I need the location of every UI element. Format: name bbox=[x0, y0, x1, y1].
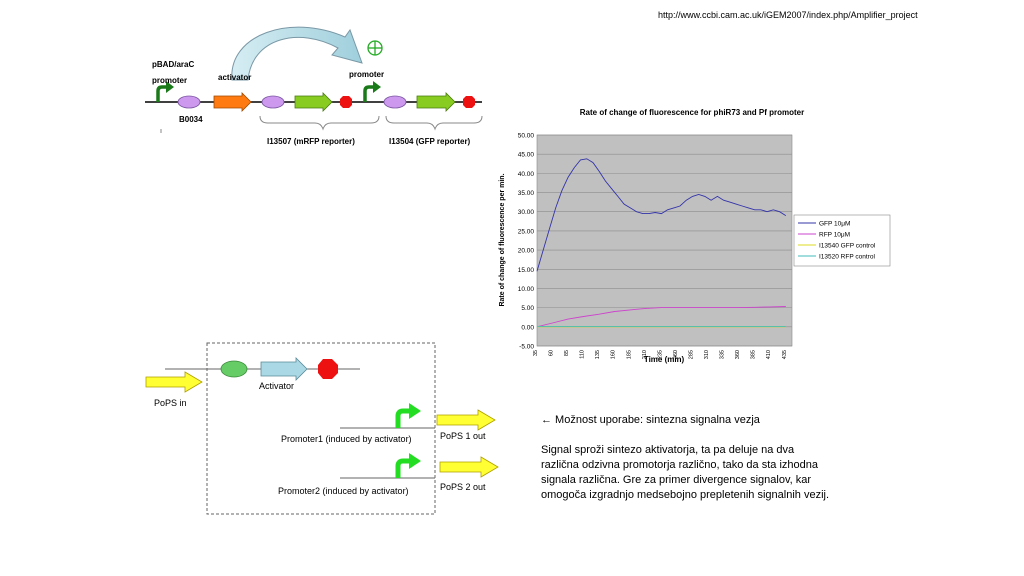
x-tick-1: 60 bbox=[549, 350, 555, 356]
y-tick-7: 15.00 bbox=[518, 267, 535, 274]
y-tick-1: 45.00 bbox=[518, 152, 535, 159]
activation-curved-arrow bbox=[231, 26, 363, 81]
plot-area bbox=[536, 134, 793, 347]
rbs-icon-2 bbox=[383, 95, 407, 109]
x-tick-9: 260 bbox=[673, 350, 679, 359]
y-tick-3: 35.00 bbox=[518, 190, 535, 197]
x-tick-15: 410 bbox=[766, 350, 772, 359]
x-axis-label: Time (min) bbox=[644, 355, 685, 364]
i13507-label: I13507 (mRFP reporter) bbox=[267, 137, 355, 146]
y-tick-10: 0.00 bbox=[521, 324, 534, 331]
rbs-icon bbox=[220, 360, 248, 378]
pops1-out-arrow-icon bbox=[436, 409, 496, 431]
x-tick-13: 360 bbox=[735, 350, 741, 359]
x-tick-12: 335 bbox=[720, 350, 726, 359]
series-line-0 bbox=[536, 158, 787, 272]
fluorescence-chart: Rate of change of fluorescence for phiR7… bbox=[499, 108, 891, 364]
b0034-rbs-icon bbox=[177, 95, 201, 109]
promoter-icon bbox=[363, 81, 381, 102]
mrfp-gene-icon bbox=[294, 92, 333, 112]
legend-label-0: GFP 10μM bbox=[819, 221, 850, 228]
y-tick-2: 40.00 bbox=[518, 171, 535, 178]
i13504-brace bbox=[385, 115, 483, 131]
i13507-brace bbox=[259, 115, 380, 131]
y-tick-8: 10.00 bbox=[518, 286, 535, 293]
promoter1-icon bbox=[395, 403, 421, 428]
promoter2-icon bbox=[395, 453, 421, 478]
y-tick-5: 25.00 bbox=[518, 228, 535, 235]
pops-in-arrow-icon bbox=[145, 371, 203, 393]
promoter-label: promoter bbox=[349, 70, 385, 79]
pbad-label-1: pBAD/araC bbox=[152, 60, 195, 69]
device-boundary bbox=[206, 342, 436, 515]
i13504-label: I13504 (GFP reporter) bbox=[389, 137, 471, 146]
terminator-icon bbox=[318, 359, 338, 379]
promoter2-label: Promoter2 (induced by activator) bbox=[278, 486, 409, 496]
x-tick-6: 185 bbox=[626, 350, 632, 359]
x-tick-7: 210 bbox=[642, 350, 648, 359]
x-tick-8: 235 bbox=[657, 350, 663, 359]
x-tick-10: 285 bbox=[688, 350, 694, 359]
series-line-1 bbox=[536, 306, 786, 328]
legend-label-2: I13540 GFP control bbox=[819, 243, 876, 250]
top-circuit-diagram bbox=[145, 26, 483, 133]
x-tick-3: 110 bbox=[580, 350, 586, 359]
x-tick-4: 135 bbox=[595, 350, 601, 359]
activator-label: activator bbox=[218, 73, 252, 82]
legend-label-3: I13520 RFP control bbox=[819, 254, 875, 261]
pops-in-label: PoPS in bbox=[154, 398, 187, 408]
y-tick-11: -5.00 bbox=[519, 344, 534, 351]
y-tick-6: 20.00 bbox=[518, 248, 535, 255]
terminator-icon bbox=[340, 96, 352, 108]
pops2-out-arrow-icon bbox=[439, 456, 499, 478]
bottom-circuit-diagram bbox=[145, 342, 499, 515]
note-body: Signal sproži sintezo aktivatorja, ta pa… bbox=[541, 444, 830, 501]
pbad-promoter-icon bbox=[156, 81, 174, 102]
activator-label-2: Activator bbox=[259, 381, 295, 391]
pbad-label-2: promoter bbox=[152, 76, 188, 85]
note-heading: ← Možnost uporabe: sintezna signalna vez… bbox=[541, 414, 760, 426]
legend-label-1: RFP 10μM bbox=[819, 232, 850, 239]
x-tick-labels: 35 60 85 110 135 160 185 210 235 260 285 310 335 360 3… bbox=[533, 350, 788, 359]
gfp-gene-icon bbox=[416, 92, 456, 112]
series-lines bbox=[536, 158, 787, 328]
y-tick-labels: 50.00 45.00 40.00 35.00 30.00 25.00 20.00 15.00… bbox=[518, 133, 535, 351]
source-url: http://www.ccbi.cam.ac.uk/iGEM2007/index… bbox=[658, 10, 918, 20]
x-tick-11: 310 bbox=[704, 350, 710, 359]
chart-title: Rate of change of fluorescence for phiR7… bbox=[580, 108, 804, 117]
explanation-note: ← Možnost uporabe: sintezna signalna vez… bbox=[541, 413, 831, 503]
legend: GFP 10μM RFP 10μM I13540 GFP control I13520… bbox=[793, 214, 891, 267]
rbs-icon bbox=[261, 95, 285, 109]
terminator-icon-2 bbox=[463, 96, 475, 108]
y-tick-4: 30.00 bbox=[518, 209, 535, 216]
y-axis-label: Rate of change of fluorescence per min. bbox=[499, 173, 506, 306]
x-tick-5: 160 bbox=[611, 350, 617, 359]
x-tick-0: 35 bbox=[533, 350, 539, 356]
pops1-out-label: PoPS 1 out bbox=[440, 431, 486, 441]
x-tick-14: 385 bbox=[751, 350, 757, 359]
promoter1-label: Promoter1 (induced by activator) bbox=[281, 434, 412, 444]
y-tick-0: 50.00 bbox=[518, 133, 535, 140]
x-tick-2: 85 bbox=[564, 350, 570, 356]
activator-gene-icon bbox=[213, 92, 252, 112]
y-tick-9: 5.00 bbox=[521, 305, 534, 312]
b0034-label: B0034 bbox=[179, 115, 203, 124]
pops2-out-label: PoPS 2 out bbox=[440, 482, 486, 492]
activator-gene-icon bbox=[260, 357, 308, 381]
x-tick-16: 435 bbox=[782, 350, 788, 359]
